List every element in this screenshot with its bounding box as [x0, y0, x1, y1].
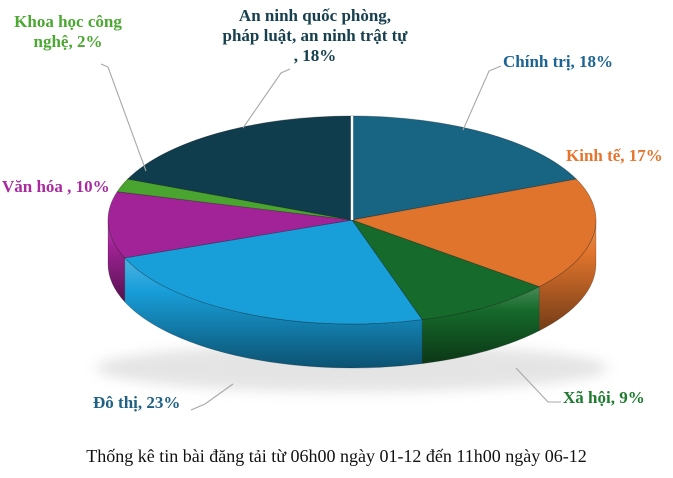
- slice-label-chinh-tri: Chính trị, 18%: [503, 52, 614, 71]
- slice-label-do-thi: Đô thị, 23%: [93, 393, 181, 412]
- slice-label-van-hoa: Văn hóa , 10%: [2, 177, 110, 196]
- leader-line: [190, 383, 234, 411]
- slice-label-khoa-hoc-cong-nghe: Khoa học công nghệ, 2%: [14, 12, 122, 52]
- pie-slice: [124, 219, 423, 325]
- pie-slice: [350, 178, 597, 288]
- chart-caption: Thống kê tin bài đăng tải từ 06h00 ngày …: [86, 446, 587, 466]
- pie-slice: [107, 191, 353, 259]
- slice-label-xa-hoi: Xã hội, 9%: [563, 388, 645, 407]
- pie-slice: [351, 115, 577, 221]
- pie-slice: [127, 115, 353, 221]
- slice-label-kinh-te: Kinh tế, 17%: [566, 146, 663, 165]
- pie-slice: [351, 219, 541, 320]
- slice-label-an-ninh-quoc-phong: An ninh quốc phòng, pháp luật, an ninh t…: [222, 6, 408, 66]
- leader-line: [100, 63, 147, 172]
- pie-slice: [116, 178, 353, 221]
- leader-line: [462, 65, 502, 131]
- leader-line: [515, 367, 561, 403]
- leader-line: [242, 68, 291, 129]
